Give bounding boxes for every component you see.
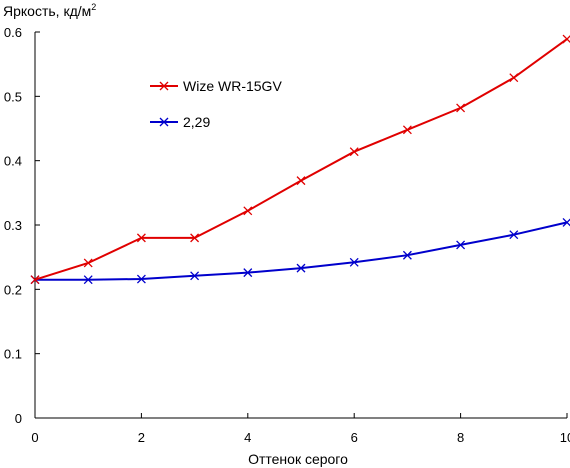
y-tick-label: 0.4 bbox=[4, 154, 22, 169]
data-point-2-29 bbox=[296, 263, 306, 273]
y-tick-label: 0.6 bbox=[4, 25, 22, 40]
x-tick-label: 8 bbox=[457, 430, 464, 445]
data-point-2-29 bbox=[243, 268, 253, 278]
legend-label: Wize WR-15GV bbox=[183, 78, 282, 94]
legend-label: 2,29 bbox=[183, 114, 210, 130]
data-point-2-29 bbox=[83, 275, 93, 285]
data-point-2-29 bbox=[136, 274, 146, 284]
data-point-wize-wr-15gv bbox=[83, 258, 93, 268]
data-point-wize-wr-15gv bbox=[456, 103, 466, 113]
data-point-wize-wr-15gv bbox=[402, 125, 412, 135]
data-point-wize-wr-15gv bbox=[509, 73, 519, 83]
y-tick-label: 0.1 bbox=[4, 347, 22, 362]
x-tick-label: 6 bbox=[351, 430, 358, 445]
data-point-2-29 bbox=[190, 271, 200, 281]
data-point-2-29 bbox=[402, 250, 412, 260]
x-tick-label: 0 bbox=[31, 430, 38, 445]
series-layer bbox=[30, 34, 570, 285]
legend-item: 2,29 bbox=[150, 114, 210, 130]
axes: 0 0.1 0.2 0.3 0.4 0.5 0.6 0 2 4 6 8 10 bbox=[4, 25, 570, 445]
legend: Wize WR-15GV 2,29 bbox=[150, 78, 282, 130]
y-tick-label: 0 bbox=[15, 411, 22, 426]
legend-item: Wize WR-15GV bbox=[150, 78, 282, 94]
x-tick-label: 10 bbox=[560, 430, 570, 445]
series-line-wize-wr-15gv bbox=[34, 38, 568, 281]
x-tick-label: 2 bbox=[138, 430, 145, 445]
data-point-wize-wr-15gv bbox=[296, 176, 306, 186]
data-point-wize-wr-15gv bbox=[30, 275, 40, 285]
y-tick-label: 0.5 bbox=[4, 89, 22, 104]
data-point-wize-wr-15gv bbox=[349, 147, 359, 157]
legend-marker bbox=[159, 117, 169, 127]
y-tick-label: 0.2 bbox=[4, 282, 22, 297]
data-point-wize-wr-15gv bbox=[243, 206, 253, 216]
x-axis-title: Оттенок серого bbox=[248, 451, 348, 467]
data-point-2-29 bbox=[509, 230, 519, 240]
data-point-2-29 bbox=[456, 240, 466, 250]
data-point-wize-wr-15gv bbox=[136, 233, 146, 243]
data-point-wize-wr-15gv bbox=[190, 233, 200, 243]
data-point-wize-wr-15gv bbox=[562, 34, 570, 44]
x-tick-label: 4 bbox=[244, 430, 251, 445]
y-tick-label: 0.3 bbox=[4, 218, 22, 233]
y-axis-title: Яркость, кд/м2 bbox=[3, 2, 96, 19]
data-point-2-29 bbox=[349, 257, 359, 267]
legend-marker bbox=[159, 81, 169, 91]
